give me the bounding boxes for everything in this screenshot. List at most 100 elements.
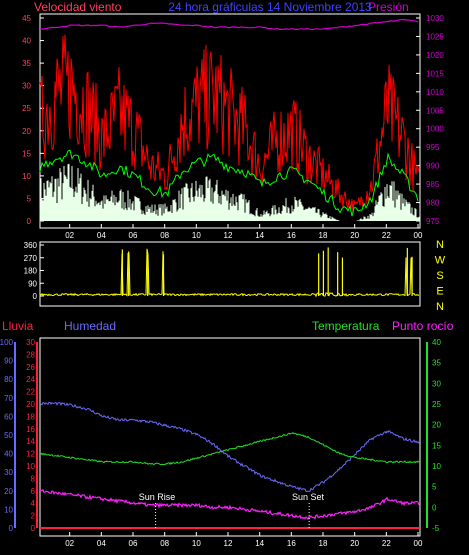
pressure-y-tick-label: 1005 <box>426 106 444 115</box>
humidity-y-tick-label: 80 <box>4 375 13 384</box>
x-tick-label: 14 <box>255 231 264 240</box>
x-tick-label: 10 <box>192 539 201 548</box>
x-tick-label: 06 <box>129 539 138 548</box>
humidity-series <box>39 401 420 493</box>
x-tick-label: 14 <box>255 539 264 548</box>
humidity-y-tick-label: 30 <box>4 468 13 477</box>
pressure-y-tick-label: 980 <box>426 199 440 208</box>
x-tick-label: 16 <box>287 539 296 548</box>
temperature-y-tick-label: 0 <box>432 503 437 512</box>
wind-avg-series <box>39 149 419 217</box>
wind-y-tick-label: 30 <box>22 82 31 91</box>
x-tick-label: 20 <box>350 231 359 240</box>
x-tick-label: 18 <box>319 231 328 240</box>
humidity-y-tick-label: 10 <box>4 505 13 514</box>
pressure-y-tick-label: 1030 <box>426 14 444 23</box>
humidity-y-tick-label: 40 <box>4 450 13 459</box>
rain-y-tick-label: 22 <box>26 388 35 397</box>
humidity-axis-label: Humedad <box>64 319 116 333</box>
temperature-y-tick-label: 20 <box>432 421 441 430</box>
direction-compass-label: W <box>435 255 446 267</box>
wind-pressure-panel: 0510152025303540459759809859909951000100… <box>22 13 444 240</box>
pressure-y-tick-label: 975 <box>426 217 440 226</box>
temperature-series <box>40 432 420 466</box>
wind-gust-series <box>39 34 420 212</box>
direction-y-tick-label: 360 <box>24 241 38 250</box>
rain-y-tick-label: 0 <box>31 524 36 533</box>
wind-y-tick-label: 5 <box>27 194 32 203</box>
x-tick-label: 20 <box>350 539 359 548</box>
rain-y-tick-label: 26 <box>26 363 35 372</box>
rain-axis-label: Lluvia <box>2 319 34 333</box>
x-tick-label: 08 <box>160 231 169 240</box>
dewpoint-series <box>40 489 420 521</box>
wind-plot-frame <box>39 13 421 229</box>
pressure-axis-label: Presión <box>368 0 409 14</box>
temperature-y-tick-label: 30 <box>432 379 441 388</box>
wind-y-tick-label: 35 <box>22 59 31 68</box>
humidity-y-tick-label: 60 <box>4 412 13 421</box>
rain-y-tick-label: 6 <box>31 487 36 496</box>
direction-y-tick-label: 0 <box>33 292 38 301</box>
wind-y-tick-label: 45 <box>22 14 31 23</box>
pressure-y-tick-label: 1020 <box>426 51 444 60</box>
rain-y-tick-label: 24 <box>26 375 35 384</box>
wind-axis-label: Velocidad viento <box>34 0 122 14</box>
temperature-y-tick-label: 25 <box>432 400 441 409</box>
temperature-y-tick-label: 15 <box>432 441 441 450</box>
direction-y-tick-label: 180 <box>24 267 38 276</box>
direction-compass-label: N <box>436 239 444 251</box>
wind-y-tick-label: 0 <box>27 217 32 226</box>
x-tick-label: 22 <box>382 231 391 240</box>
temperature-y-tick-label: 10 <box>432 462 441 471</box>
x-tick-label: 04 <box>97 539 106 548</box>
humidity-plot-frame <box>39 337 421 537</box>
temperature-axis-label: Temperatura <box>312 319 380 333</box>
direction-compass-label: E <box>436 286 443 298</box>
direction-y-tick-label: 270 <box>24 254 38 263</box>
pressure-y-tick-label: 1015 <box>426 69 444 78</box>
temperature-y-tick-label: 35 <box>432 359 441 368</box>
direction-plot-frame <box>39 241 421 307</box>
pressure-y-tick-label: 1025 <box>426 32 444 41</box>
x-tick-label: 02 <box>65 231 74 240</box>
wind-y-tick-label: 15 <box>22 149 31 158</box>
x-tick-label: 22 <box>382 539 391 548</box>
rain-y-tick-label: 12 <box>26 450 35 459</box>
pressure-y-tick-label: 985 <box>426 180 440 189</box>
rain-y-tick-label: 4 <box>31 499 36 508</box>
x-tick-label: 16 <box>287 231 296 240</box>
pressure-y-tick-label: 995 <box>426 143 440 152</box>
rain-y-tick-label: 14 <box>26 437 35 446</box>
pressure-series <box>40 18 419 31</box>
wind-y-tick-label: 20 <box>22 127 31 136</box>
dewpoint-axis-label: Punto rocío <box>392 319 454 333</box>
rain-y-tick-label: 16 <box>26 425 35 434</box>
x-tick-label: 06 <box>129 231 138 240</box>
sunrise-label: Sun Rise <box>139 492 176 502</box>
x-tick-label: 10 <box>192 231 201 240</box>
chart-title: 24 hora gráficulas 14 Noviembre 2013 <box>168 0 372 14</box>
pressure-y-tick-label: 990 <box>426 162 440 171</box>
x-tick-label: 18 <box>319 539 328 548</box>
humidity-y-tick-label: 100 <box>0 338 14 347</box>
pressure-y-tick-label: 1010 <box>426 88 444 97</box>
rain-y-tick-label: 30 <box>26 338 35 347</box>
pressure-y-tick-label: 1000 <box>426 125 444 134</box>
rain-y-tick-label: 18 <box>26 412 35 421</box>
humidity-y-tick-label: 20 <box>4 487 13 496</box>
sunset-label: Sun Set <box>292 492 325 502</box>
x-tick-label: 02 <box>65 539 74 548</box>
direction-compass-label: S <box>436 270 443 282</box>
wind-y-tick-label: 40 <box>22 37 31 46</box>
humidity-y-tick-label: 90 <box>4 357 13 366</box>
temperature-y-tick-label: 5 <box>432 483 437 492</box>
rain-y-tick-label: 8 <box>31 474 36 483</box>
temperature-y-tick-label: 40 <box>432 338 441 347</box>
humidity-y-tick-label: 50 <box>4 431 13 440</box>
direction-compass-label: N <box>436 301 444 313</box>
humidity-temperature-panel: 0102030405060708090100024681012141618202… <box>0 337 441 548</box>
